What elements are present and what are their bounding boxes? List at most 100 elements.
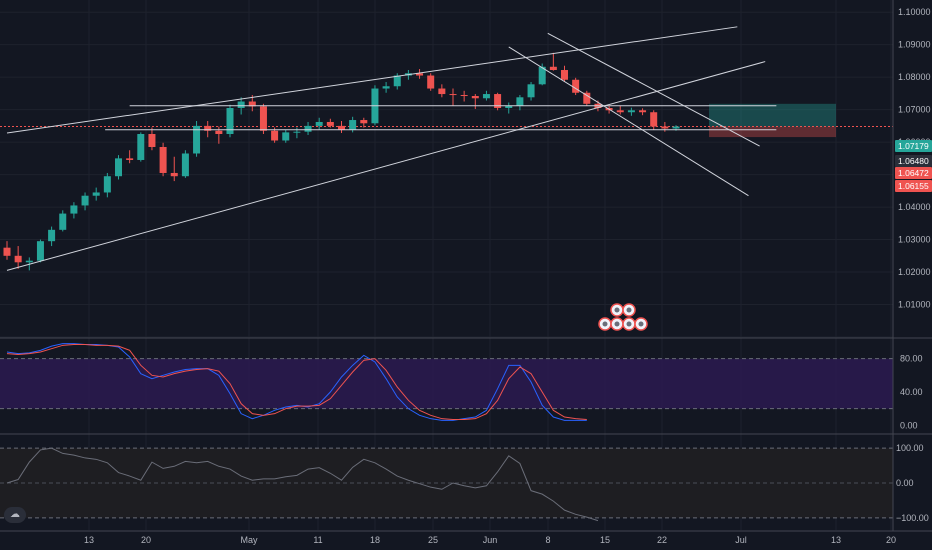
candle-body bbox=[449, 94, 457, 96]
candle bbox=[193, 121, 201, 157]
candle-body bbox=[282, 132, 290, 141]
candle bbox=[326, 118, 334, 128]
candle bbox=[561, 65, 568, 83]
price-tags: 1.07179 1.06480 1.06472 1.06155 bbox=[895, 140, 932, 192]
candle bbox=[538, 63, 546, 86]
candle bbox=[494, 92, 502, 111]
price-tag-box bbox=[895, 140, 932, 152]
candle bbox=[115, 155, 122, 180]
candle bbox=[92, 187, 100, 201]
price-tick-label: 1.07000 bbox=[898, 105, 931, 115]
position-profit-zone[interactable] bbox=[709, 103, 836, 127]
event-marker-dot bbox=[626, 307, 632, 313]
candle bbox=[181, 150, 189, 178]
candle bbox=[59, 210, 67, 232]
candle-body bbox=[315, 121, 323, 126]
price-tick-label: 1.10000 bbox=[898, 7, 931, 17]
time-tick-label: 18 bbox=[370, 535, 380, 545]
candle-body bbox=[159, 146, 167, 173]
event-marker-icon[interactable] bbox=[622, 303, 636, 317]
candle bbox=[627, 107, 635, 116]
candle bbox=[259, 103, 267, 134]
candle-body bbox=[427, 75, 435, 89]
pane-dividers[interactable] bbox=[0, 0, 932, 532]
candle-body bbox=[482, 94, 490, 99]
event-marker-icon[interactable] bbox=[622, 317, 636, 331]
candle bbox=[482, 90, 490, 101]
time-axis[interactable]: 13 20 May 11 18 25 Jun 8 15 22 Jul 13 20 bbox=[84, 535, 896, 545]
candle-body bbox=[48, 229, 56, 242]
candle bbox=[360, 117, 368, 128]
candle bbox=[36, 239, 44, 263]
candle-body bbox=[170, 172, 178, 177]
candle bbox=[304, 121, 312, 135]
candle-body bbox=[115, 158, 122, 177]
candle-body bbox=[382, 86, 390, 89]
event-marker-icon[interactable] bbox=[634, 317, 648, 331]
descending-line-lower[interactable] bbox=[508, 46, 749, 197]
event-marker-icon[interactable] bbox=[598, 317, 612, 331]
candle bbox=[572, 77, 580, 96]
event-marker-dot bbox=[638, 321, 644, 327]
trend-lines[interactable] bbox=[6, 26, 777, 271]
time-tick-label: 8 bbox=[545, 535, 550, 545]
event-marker-dot bbox=[626, 321, 632, 327]
candle-body bbox=[25, 260, 33, 263]
event-markers[interactable] bbox=[598, 303, 648, 331]
oscillator-2-band bbox=[0, 447, 893, 519]
time-tick-label: 15 bbox=[600, 535, 610, 545]
candle-body bbox=[304, 125, 312, 132]
candle-body bbox=[505, 105, 513, 109]
oscillator-1-tick-label: 40.00 bbox=[900, 387, 923, 397]
candle bbox=[338, 121, 345, 134]
descending-line-upper[interactable] bbox=[547, 32, 760, 147]
candle-body bbox=[349, 120, 357, 130]
candle-body bbox=[516, 97, 524, 106]
price-tick-label: 1.02000 bbox=[898, 267, 931, 277]
price-tick-label: 1.03000 bbox=[898, 235, 931, 245]
time-tick-label: 13 bbox=[831, 535, 841, 545]
candle-body bbox=[226, 108, 234, 134]
position-box[interactable] bbox=[0, 103, 893, 138]
candle-body bbox=[572, 79, 580, 93]
price-tag-box bbox=[895, 167, 932, 179]
candle bbox=[70, 202, 78, 219]
upper-channel-line[interactable] bbox=[6, 26, 738, 134]
oscillator-2-tick-label: 0.00 bbox=[896, 478, 914, 488]
oscillator-2-tick-label: 100.00 bbox=[896, 443, 924, 453]
price-tag-label: 1.06472 bbox=[898, 168, 929, 178]
candle-body bbox=[627, 110, 635, 113]
candle-body bbox=[59, 213, 67, 230]
candle-body bbox=[70, 205, 78, 214]
candle-body bbox=[293, 131, 301, 133]
candle bbox=[505, 102, 513, 114]
event-marker-icon[interactable] bbox=[610, 317, 624, 331]
candle-body bbox=[672, 126, 680, 129]
candle-body bbox=[527, 84, 535, 98]
time-tick-label: 20 bbox=[886, 535, 896, 545]
oscillator-2-tick-label: −100.00 bbox=[896, 513, 929, 523]
candle-body bbox=[561, 70, 568, 80]
candle-body bbox=[661, 126, 669, 129]
grid-lines bbox=[0, 0, 893, 530]
candle-body bbox=[393, 75, 401, 87]
candle-body bbox=[3, 247, 11, 256]
candle bbox=[650, 110, 658, 130]
candle bbox=[159, 142, 167, 177]
candle-body bbox=[416, 73, 424, 76]
candle bbox=[416, 69, 424, 79]
tradingview-logo-icon[interactable]: ☁ bbox=[4, 507, 26, 523]
lower-channel-line[interactable] bbox=[6, 61, 766, 271]
price-tag-label: 1.06480 bbox=[898, 156, 929, 166]
position-stop-zone[interactable] bbox=[709, 126, 836, 138]
price-tick-label: 1.09000 bbox=[898, 40, 931, 50]
event-marker-icon[interactable] bbox=[610, 303, 624, 317]
candle-body bbox=[538, 66, 546, 85]
candle bbox=[170, 156, 178, 182]
candle bbox=[315, 117, 323, 130]
oscillator-2-lines bbox=[6, 447, 599, 522]
candle-body bbox=[193, 125, 201, 154]
oscillator-2-series-line bbox=[6, 447, 599, 522]
price-tick-label: 1.04000 bbox=[898, 202, 931, 212]
